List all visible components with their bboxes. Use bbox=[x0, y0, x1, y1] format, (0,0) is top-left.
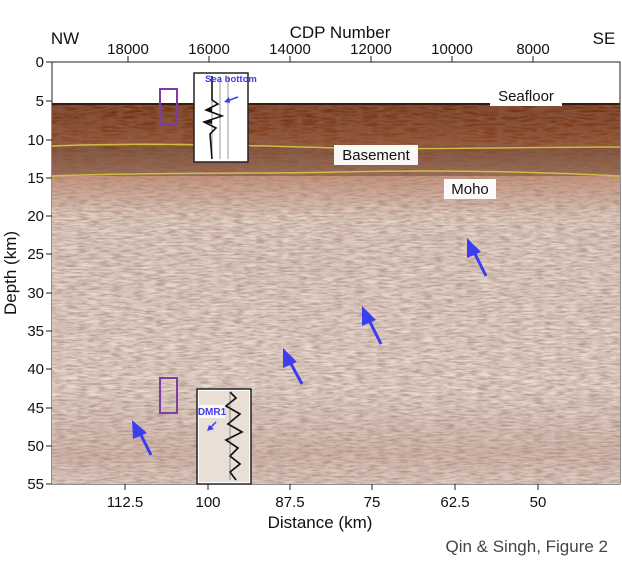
depth-tick: 55 bbox=[27, 476, 52, 493]
seafloor-label: Seafloor bbox=[490, 86, 562, 106]
svg-text:50: 50 bbox=[27, 438, 44, 455]
highlight-box-upper bbox=[159, 88, 178, 126]
depth-tick: 40 bbox=[27, 361, 52, 378]
svg-text:10: 10 bbox=[27, 132, 44, 149]
depth-tick: 45 bbox=[27, 400, 52, 417]
basement-label: Basement bbox=[334, 145, 418, 165]
top-tick: 10000 bbox=[431, 41, 473, 62]
moho-label: Moho bbox=[444, 179, 496, 199]
arrow-3 bbox=[283, 348, 304, 385]
highlight-box-lower bbox=[159, 377, 178, 414]
svg-text:20: 20 bbox=[27, 208, 44, 225]
depth-tick: 0 bbox=[36, 54, 52, 71]
svg-text:Seafloor: Seafloor bbox=[498, 88, 554, 105]
distance-tick: 62.5 bbox=[440, 484, 470, 511]
svg-text:Moho: Moho bbox=[451, 181, 489, 198]
seismic-image bbox=[52, 104, 620, 484]
svg-text:18000: 18000 bbox=[107, 41, 149, 58]
dmr1-label: DMR1 bbox=[198, 407, 227, 418]
svg-text:12000: 12000 bbox=[350, 41, 392, 58]
svg-text:Basement: Basement bbox=[342, 147, 410, 164]
top-tick: 8000 bbox=[516, 41, 550, 62]
depth-tick: 50 bbox=[27, 438, 52, 455]
svg-text:15: 15 bbox=[27, 170, 44, 187]
top-tick: 16000 bbox=[188, 41, 230, 62]
top-tick: 18000 bbox=[107, 41, 149, 62]
svg-text:87.5: 87.5 bbox=[275, 494, 304, 511]
svg-text:35: 35 bbox=[27, 323, 44, 340]
svg-text:30: 30 bbox=[27, 285, 44, 302]
dmr1-inset: DMR1 bbox=[196, 388, 252, 485]
arrow-4 bbox=[132, 420, 153, 456]
svg-text:16000: 16000 bbox=[188, 41, 230, 58]
distance-tick: 50 bbox=[530, 484, 547, 511]
top-tick: 14000 bbox=[269, 41, 311, 62]
svg-text:40: 40 bbox=[27, 361, 44, 378]
svg-text:5: 5 bbox=[36, 93, 44, 110]
svg-text:0: 0 bbox=[36, 54, 44, 71]
bottom-axis: 112.5 100 87.5 75 62.5 50 bbox=[107, 484, 547, 511]
se-label: SE bbox=[593, 29, 616, 48]
depth-tick: 5 bbox=[36, 93, 52, 110]
left-axis: 0 5 10 15 20 25 30 35 40 45 50 55 bbox=[27, 54, 52, 493]
depth-tick: 10 bbox=[27, 132, 52, 149]
svg-text:14000: 14000 bbox=[269, 41, 311, 58]
distance-tick: 75 bbox=[364, 484, 381, 511]
top-axis-title: CDP Number bbox=[290, 23, 391, 42]
top-axis: 18000 16000 14000 12000 10000 8000 bbox=[107, 41, 550, 62]
svg-text:10000: 10000 bbox=[431, 41, 473, 58]
sea-bottom-inset: Sea bottom bbox=[193, 72, 257, 163]
depth-tick: 35 bbox=[27, 323, 52, 340]
distance-tick: 100 bbox=[195, 484, 221, 511]
left-axis-title: Depth (km) bbox=[1, 231, 20, 315]
nw-label: NW bbox=[51, 29, 79, 48]
figure-caption: Qin & Singh, Figure 2 bbox=[445, 537, 608, 556]
reflector-arrows bbox=[132, 238, 488, 456]
distance-tick: 87.5 bbox=[275, 484, 305, 511]
arrow-2 bbox=[362, 306, 383, 345]
sea-bottom-label: Sea bottom bbox=[205, 74, 257, 85]
moho-horizon bbox=[51, 170, 621, 177]
svg-text:100: 100 bbox=[195, 494, 220, 511]
top-tick: 12000 bbox=[350, 41, 392, 62]
depth-tick: 30 bbox=[27, 285, 52, 302]
depth-tick: 25 bbox=[27, 246, 52, 263]
svg-text:55: 55 bbox=[27, 476, 44, 493]
depth-tick: 20 bbox=[27, 208, 52, 225]
svg-text:62.5: 62.5 bbox=[440, 494, 469, 511]
arrow-1 bbox=[467, 238, 488, 277]
svg-text:25: 25 bbox=[27, 246, 44, 263]
svg-text:45: 45 bbox=[27, 400, 44, 417]
depth-tick: 15 bbox=[27, 170, 52, 187]
svg-text:50: 50 bbox=[530, 494, 547, 511]
svg-text:112.5: 112.5 bbox=[107, 494, 143, 511]
distance-tick: 112.5 bbox=[107, 484, 143, 511]
bottom-axis-title: Distance (km) bbox=[268, 513, 373, 532]
svg-text:8000: 8000 bbox=[516, 41, 549, 58]
svg-text:75: 75 bbox=[364, 494, 381, 511]
